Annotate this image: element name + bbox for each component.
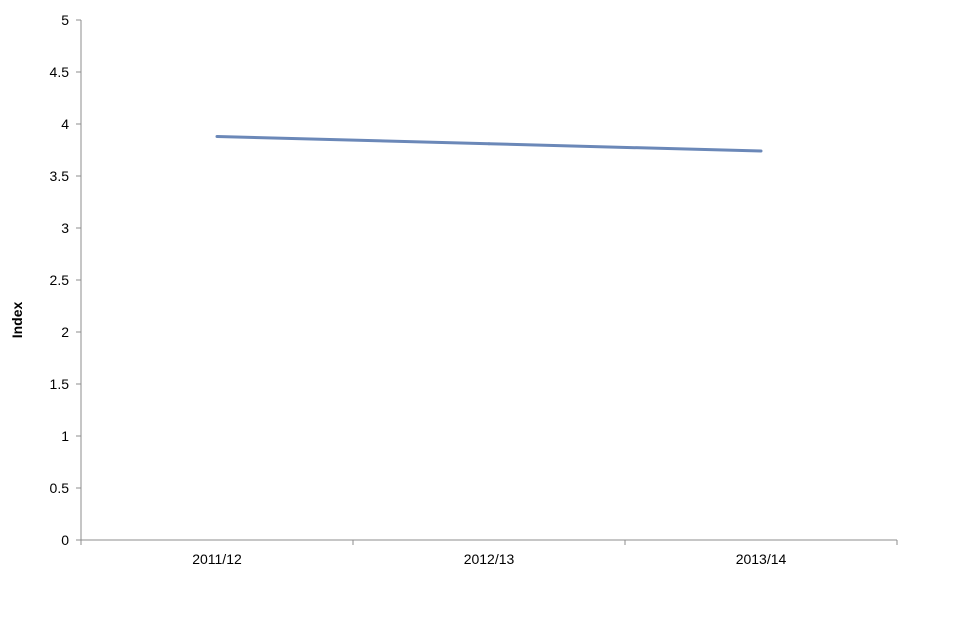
y-tick-label: 4 (61, 116, 69, 132)
y-tick-label: 4.5 (50, 64, 70, 80)
x-tick-label: 2013/14 (736, 551, 787, 567)
y-tick-label: 1 (61, 428, 69, 444)
data-point (759, 149, 763, 153)
y-tick-label: 2 (61, 324, 69, 340)
y-tick-label: 0.5 (50, 480, 70, 496)
y-tick-label: 3 (61, 220, 69, 236)
y-tick-label: 2.5 (50, 272, 70, 288)
x-axis: 2011/12 2012/13 2013/14 (80, 539, 898, 567)
x-tick-label: 2011/12 (192, 551, 242, 567)
y-tick-label: 5 (61, 12, 69, 28)
x-tick-label: 2012/13 (464, 551, 515, 567)
y-tick-label: 3.5 (50, 168, 70, 184)
data-point (487, 142, 491, 146)
y-axis-title: Index (9, 302, 25, 339)
series-group (215, 134, 763, 153)
y-axis: 0 0.5 1 1.5 2 2.5 3 3.5 4 4.5 5 (50, 12, 82, 548)
y-tick-label: 1.5 (50, 376, 70, 392)
data-point (215, 134, 219, 138)
y-tick-label: 0 (61, 532, 69, 548)
